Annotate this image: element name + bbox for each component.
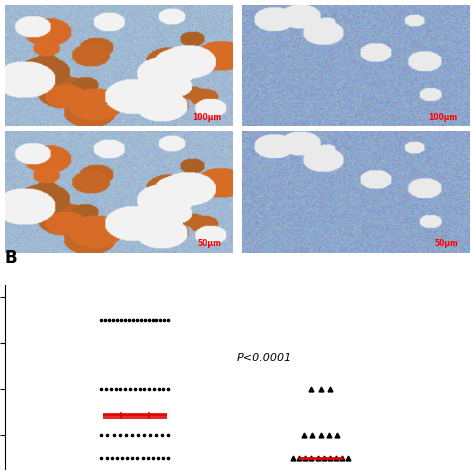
Text: 100μm: 100μm (192, 112, 221, 121)
Text: 50μm: 50μm (434, 239, 458, 248)
Text: B: B (5, 249, 18, 267)
Text: 50μm: 50μm (197, 239, 221, 248)
Text: P<0.0001: P<0.0001 (237, 353, 292, 363)
Text: 100μm: 100μm (428, 112, 458, 121)
